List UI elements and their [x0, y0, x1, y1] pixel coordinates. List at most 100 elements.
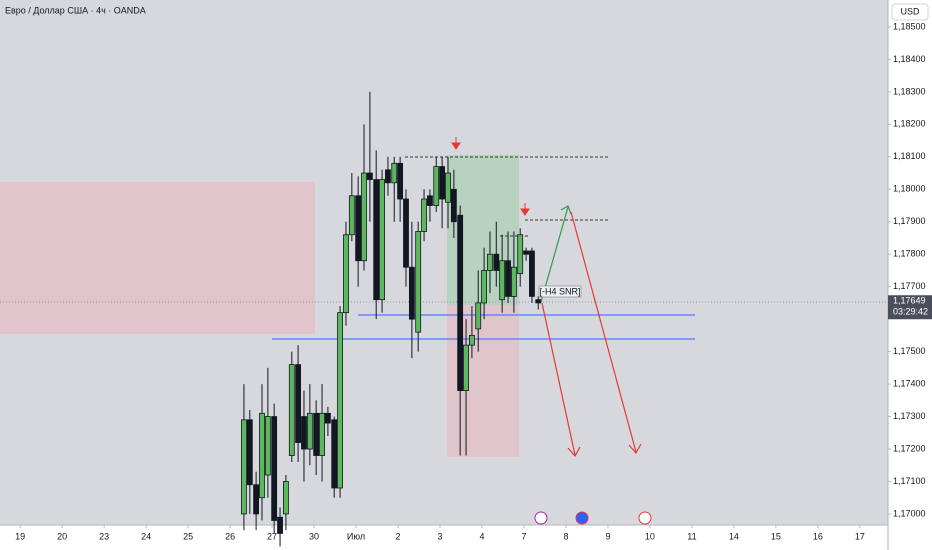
- x-tick-label: 25: [183, 531, 193, 541]
- candle-body: [319, 412, 325, 456]
- currency-button[interactable]: [891, 3, 929, 21]
- candle-body: [523, 250, 529, 255]
- candle-body: [246, 419, 253, 486]
- candle-body: [366, 172, 373, 180]
- candle-body: [348, 195, 355, 236]
- supply-zone: [0, 182, 315, 334]
- candle-body: [277, 516, 283, 534]
- candle-body: [493, 253, 500, 271]
- candle-body: [391, 162, 398, 184]
- candle-body: [427, 195, 433, 206]
- x-tick-label: 8: [563, 531, 568, 541]
- candle-body: [517, 234, 524, 275]
- candle-body: [457, 214, 464, 391]
- event-icon[interactable]: [638, 511, 652, 525]
- y-tick-label: 1,17800: [893, 249, 926, 259]
- last-price-box: [888, 295, 932, 320]
- candle-body: [331, 419, 338, 489]
- candle-body: [469, 334, 475, 346]
- candle-body: [241, 419, 247, 515]
- candle-body: [505, 260, 511, 297]
- y-tick-label: 1,18200: [893, 119, 926, 129]
- candle-body: [511, 266, 517, 297]
- candle-body: [397, 162, 404, 200]
- candle-body: [481, 270, 487, 304]
- y-tick-label: 1,18100: [893, 151, 926, 161]
- candle-body: [529, 250, 535, 297]
- x-tick-label: 27: [267, 531, 277, 541]
- y-tick-label: 1,18400: [893, 54, 926, 64]
- candle-body: [403, 198, 409, 268]
- candle-body: [361, 172, 367, 262]
- candle-body: [325, 412, 331, 424]
- candle-body: [535, 299, 542, 304]
- x-tick-label: 24: [141, 531, 151, 541]
- x-tick-label: 4: [479, 531, 484, 541]
- x-tick-label: 9: [605, 531, 610, 541]
- down-arrow: [570, 211, 642, 455]
- candle-body: [445, 172, 451, 203]
- x-tick-label: 7: [521, 531, 526, 541]
- x-tick-label: 19: [15, 531, 25, 541]
- y-tick-label: 1,17900: [893, 216, 926, 226]
- chart-title: Евро / Доллар США · 4ч · OANDA: [5, 5, 146, 15]
- x-tick-label: 16: [813, 531, 823, 541]
- y-tick-label: 1,17700: [893, 281, 926, 291]
- candle-body: [306, 412, 313, 450]
- candle-body: [408, 266, 415, 320]
- candle-body: [259, 412, 265, 499]
- candle-body: [301, 416, 307, 450]
- x-tick-label: 15: [771, 531, 781, 541]
- candle-body: [415, 231, 422, 333]
- candle-body: [283, 481, 289, 515]
- y-tick-label: 1,17100: [893, 476, 926, 486]
- candle-body: [439, 166, 446, 200]
- event-icon[interactable]: [534, 511, 548, 525]
- candle-body: [487, 253, 493, 271]
- last-price: 1,17649: [893, 296, 926, 306]
- y-tick-label: 1,17300: [893, 411, 926, 421]
- y-tick-label: 1,17500: [893, 346, 926, 356]
- candle-body: [450, 188, 457, 223]
- signal-marker: [451, 137, 461, 150]
- x-tick-label: 3: [438, 531, 443, 541]
- price-axis-bg: [888, 0, 932, 550]
- candle-body: [295, 364, 301, 443]
- y-tick-label: 1,18000: [893, 184, 926, 194]
- y-tick-label: 1,17000: [893, 508, 926, 518]
- signal-marker: [520, 203, 530, 216]
- candle-body: [379, 179, 385, 301]
- x-tick-label: 11: [687, 531, 696, 541]
- candle-body: [463, 344, 469, 391]
- x-tick-label: 23: [99, 531, 109, 541]
- candle-body: [271, 416, 278, 521]
- y-tick-label: 1,18300: [893, 86, 926, 96]
- candle-body: [499, 260, 506, 301]
- event-icon[interactable]: [575, 511, 589, 525]
- candle-body: [373, 179, 380, 301]
- candle-body: [313, 412, 320, 456]
- x-tick-label: 30: [309, 531, 319, 541]
- candle-body: [433, 166, 440, 206]
- x-tick-label: 20: [57, 531, 67, 541]
- x-tick-label: 2: [396, 531, 401, 541]
- y-tick-label: 1,17200: [893, 443, 926, 453]
- x-tick-label: 17: [855, 531, 865, 541]
- y-tick-label: 1,18500: [893, 21, 926, 31]
- annotation: [-H4 SNR]: [539, 286, 580, 296]
- candle-body: [421, 198, 427, 232]
- down-arrow: [541, 302, 581, 458]
- candle-body: [264, 416, 271, 476]
- candle-body: [253, 484, 260, 515]
- x-tick-label: 26: [225, 531, 235, 541]
- candle-body: [337, 312, 343, 489]
- time-axis-bg: [0, 525, 888, 550]
- y-tick-label: 1,17400: [893, 378, 926, 388]
- countdown: 03:29:42: [893, 307, 928, 317]
- x-tick-label: Июл: [347, 531, 365, 541]
- x-tick-label: 14: [729, 531, 739, 541]
- currency[interactable]: USD: [900, 6, 920, 16]
- annotation-box: [538, 285, 582, 298]
